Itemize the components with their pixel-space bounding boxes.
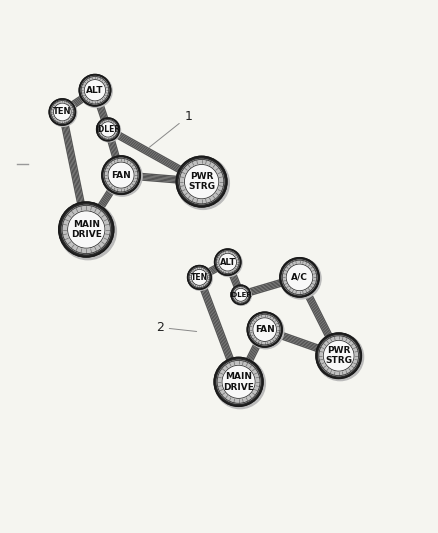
Circle shape [102, 156, 140, 194]
Circle shape [49, 99, 77, 126]
Circle shape [180, 159, 224, 204]
Circle shape [108, 162, 134, 188]
Text: 1: 1 [149, 110, 192, 147]
Circle shape [282, 260, 317, 295]
Circle shape [247, 312, 282, 347]
Circle shape [188, 266, 212, 290]
Circle shape [215, 358, 265, 409]
Circle shape [60, 203, 117, 260]
Circle shape [317, 334, 364, 381]
Circle shape [97, 118, 120, 142]
Text: PWR
STRG: PWR STRG [188, 172, 215, 191]
Circle shape [217, 360, 260, 403]
Circle shape [67, 211, 105, 248]
Circle shape [184, 165, 219, 199]
Circle shape [231, 285, 251, 305]
Circle shape [249, 314, 280, 345]
Text: TEN: TEN [191, 273, 208, 282]
Circle shape [323, 341, 354, 371]
Circle shape [216, 251, 239, 273]
Circle shape [234, 288, 247, 301]
Circle shape [104, 158, 138, 192]
Text: 2: 2 [156, 321, 197, 334]
Circle shape [280, 258, 319, 297]
Text: TEN: TEN [53, 108, 71, 117]
Circle shape [102, 156, 142, 196]
Circle shape [53, 103, 71, 121]
Text: A/C: A/C [291, 273, 308, 282]
Text: ALT: ALT [219, 257, 236, 266]
Circle shape [84, 79, 106, 101]
Circle shape [253, 318, 276, 342]
Text: MAIN
DRIVE: MAIN DRIVE [71, 220, 102, 239]
Circle shape [177, 157, 230, 209]
Circle shape [247, 312, 284, 349]
Circle shape [177, 156, 227, 207]
Circle shape [97, 118, 119, 141]
Circle shape [286, 264, 313, 290]
Circle shape [79, 75, 111, 106]
Circle shape [316, 333, 361, 378]
Circle shape [215, 249, 241, 275]
Circle shape [319, 336, 359, 376]
Circle shape [59, 202, 114, 257]
Text: FAN: FAN [111, 171, 131, 180]
Circle shape [62, 205, 110, 254]
Circle shape [222, 365, 255, 398]
Circle shape [232, 286, 249, 303]
Text: MAIN
DRIVE: MAIN DRIVE [223, 372, 254, 392]
Text: IDLER: IDLER [95, 125, 120, 134]
Circle shape [215, 249, 242, 277]
Circle shape [231, 285, 251, 304]
Circle shape [100, 122, 116, 137]
Circle shape [98, 119, 118, 139]
Circle shape [189, 267, 210, 288]
Text: ALT: ALT [86, 86, 104, 95]
Circle shape [280, 258, 321, 299]
Circle shape [51, 101, 74, 124]
Circle shape [49, 99, 75, 125]
Circle shape [219, 253, 237, 271]
Circle shape [214, 358, 263, 406]
Text: PWR
STRG: PWR STRG [325, 346, 352, 366]
Circle shape [187, 265, 211, 289]
Text: FAN: FAN [255, 325, 275, 334]
Text: IDLER: IDLER [230, 292, 252, 298]
Circle shape [81, 76, 109, 104]
Circle shape [191, 269, 208, 285]
Circle shape [80, 75, 112, 108]
